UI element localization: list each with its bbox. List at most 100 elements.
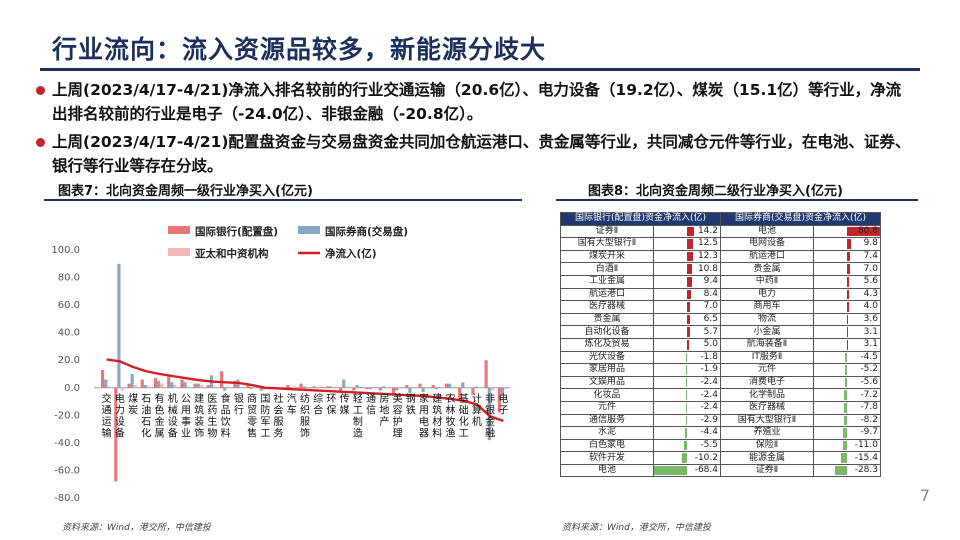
value-label: -8.2	[860, 414, 878, 425]
bar	[391, 387, 396, 394]
value-label: 9.4	[703, 276, 718, 287]
bar	[127, 383, 131, 388]
value-label: -4.4	[700, 427, 718, 438]
right-caption-rule	[556, 199, 918, 201]
y-tick-label: 20.0	[58, 355, 80, 366]
bar	[339, 387, 343, 392]
bar	[484, 360, 488, 388]
broker-net-value: 7.4	[813, 249, 881, 264]
bar	[302, 386, 306, 388]
table-row: 贵金属 6.5 物流 3.6	[560, 312, 881, 327]
bullet-2: 上周(2023/4/17-4/21)配置盘资金与交易盘资金共同加仓航运港口、贵金…	[36, 130, 912, 178]
value-label: 10.8	[697, 263, 718, 274]
bar	[471, 387, 475, 395]
x-tick-label: 有色金属	[155, 392, 165, 440]
broker-net-value: 80.8	[813, 224, 881, 239]
value-label: -68.4	[694, 465, 718, 476]
bar	[434, 387, 438, 390]
value-bar	[843, 428, 847, 438]
x-tick-label: 纺织服饰	[300, 392, 310, 440]
bar	[342, 379, 346, 388]
bar	[104, 379, 108, 388]
bar	[292, 386, 296, 388]
x-tick-label: 轻工制造	[353, 392, 363, 440]
bar	[378, 387, 382, 391]
broker-sector-name: 航海装备Ⅱ	[720, 337, 814, 352]
value-bar	[687, 289, 692, 300]
bar	[153, 378, 158, 388]
bank-net-value: -5.5	[653, 438, 721, 453]
x-tick-label: 食品饮料	[221, 392, 231, 440]
broker-sector-name: 商用车	[720, 300, 814, 314]
bar	[448, 383, 452, 388]
broker-sector-name: 电力	[720, 287, 814, 302]
y-tick-label: 40.0	[58, 328, 80, 339]
broker-sector-name: 保险Ⅱ	[720, 438, 814, 453]
value-label: 3.1	[863, 326, 878, 337]
broker-net-value: 4.3	[813, 287, 881, 302]
broker-sector-name: 电池	[720, 224, 814, 239]
table-row: 电池 -68.4 证券Ⅱ -28.3	[560, 463, 881, 478]
table-row: 航运港口 8.4 电力 4.3	[560, 287, 881, 302]
x-tick-label: 建筑材料	[432, 392, 442, 440]
broker-sector-name: 中药Ⅱ	[720, 274, 814, 289]
bank-sector-name: 文娱用品	[560, 375, 654, 390]
bar	[325, 386, 329, 388]
legend-swatch	[168, 248, 190, 256]
broker-sector-name: 国有大型银行Ⅱ	[720, 413, 814, 428]
broker-net-value: -4.5	[813, 350, 881, 365]
bullet-1: 上周(2023/4/17-4/21)净流入排名较前的行业交通运输（20.6亿）、…	[36, 78, 912, 126]
value-label: -2.4	[700, 402, 718, 413]
value-label: -2.9	[700, 414, 718, 425]
value-label: -9.7	[860, 427, 878, 438]
value-label: 4.0	[863, 301, 878, 312]
right-source-note: 资料来源：Wind，港交所，中信建投	[562, 523, 711, 533]
bank-net-value: -2.4	[653, 375, 721, 390]
broker-net-value: -7.2	[813, 388, 881, 402]
x-tick-label: 非银金融	[485, 393, 495, 440]
x-tick-label: 基础化工	[459, 392, 469, 440]
broker-sector-name: 化学制品	[720, 388, 814, 402]
table-row: 医疗器械 7.0 商用车 4.0	[560, 300, 881, 314]
bank-net-value: -68.4	[653, 463, 721, 478]
broker-sector-name: 物流	[720, 312, 814, 327]
x-tick-label: 钢铁	[406, 392, 416, 417]
table-row: 水泥 -4.4 养殖业 -9.7	[560, 426, 881, 440]
value-label: 4.3	[863, 288, 878, 299]
table-row: 软件开发 -10.2 能源金属 -15.4	[560, 451, 881, 465]
value-bar	[847, 226, 880, 237]
chart-legend: 国际银行(配置盘) 国际券商(交易盘) 亚太和中资机构 净流入(亿)	[168, 225, 408, 260]
value-label: 3.1	[863, 339, 878, 350]
y-tick-label: -40.0	[54, 438, 80, 449]
broker-sector-name: 元件	[720, 363, 814, 377]
bar	[458, 387, 462, 399]
table-row: 化妆品 -2.4 化学制品 -7.2	[560, 388, 881, 402]
value-label: 5.0	[703, 339, 718, 350]
legend-swatch	[168, 226, 190, 234]
value-label: -2.4	[700, 377, 718, 388]
broker-net-value: -28.3	[813, 463, 881, 478]
bar	[490, 387, 494, 391]
value-bar	[682, 453, 687, 463]
legend-label: 净流入(亿)	[325, 247, 377, 260]
broker-net-value: 3.1	[813, 337, 881, 352]
net-buy-bar-chart: 国际银行(配置盘) 国际券商(交易盘) 亚太和中资机构 净流入(亿) 100.0 80.…	[51, 225, 510, 504]
value-label: 5.6	[863, 276, 878, 287]
bank-net-value: 5.7	[653, 325, 721, 339]
value-bar	[687, 302, 691, 312]
table-row: 炼化及贸易 5.0 航海装备Ⅱ 3.1	[560, 337, 881, 352]
bank-sector-name: 软件开发	[560, 451, 654, 465]
table-row: 家居用品 -1.9 元件 -5.2	[560, 363, 881, 377]
bank-sector-name: 炼化及贸易	[560, 337, 654, 352]
bank-sector-name: 医疗器械	[560, 300, 654, 314]
title-divider	[40, 68, 920, 71]
bank-net-value: -4.4	[653, 426, 721, 440]
x-tick-label: 汽车	[287, 392, 297, 417]
x-tick-label: 国防军工	[260, 393, 270, 440]
value-label: 7.0	[703, 301, 718, 312]
value-bar	[844, 390, 847, 400]
broker-sector-name: 消费电子	[720, 375, 814, 390]
table-row: 白酒Ⅱ 10.8 贵金属 7.0	[560, 262, 881, 276]
value-bar	[844, 365, 847, 375]
x-tick-label: 银行	[234, 392, 244, 417]
